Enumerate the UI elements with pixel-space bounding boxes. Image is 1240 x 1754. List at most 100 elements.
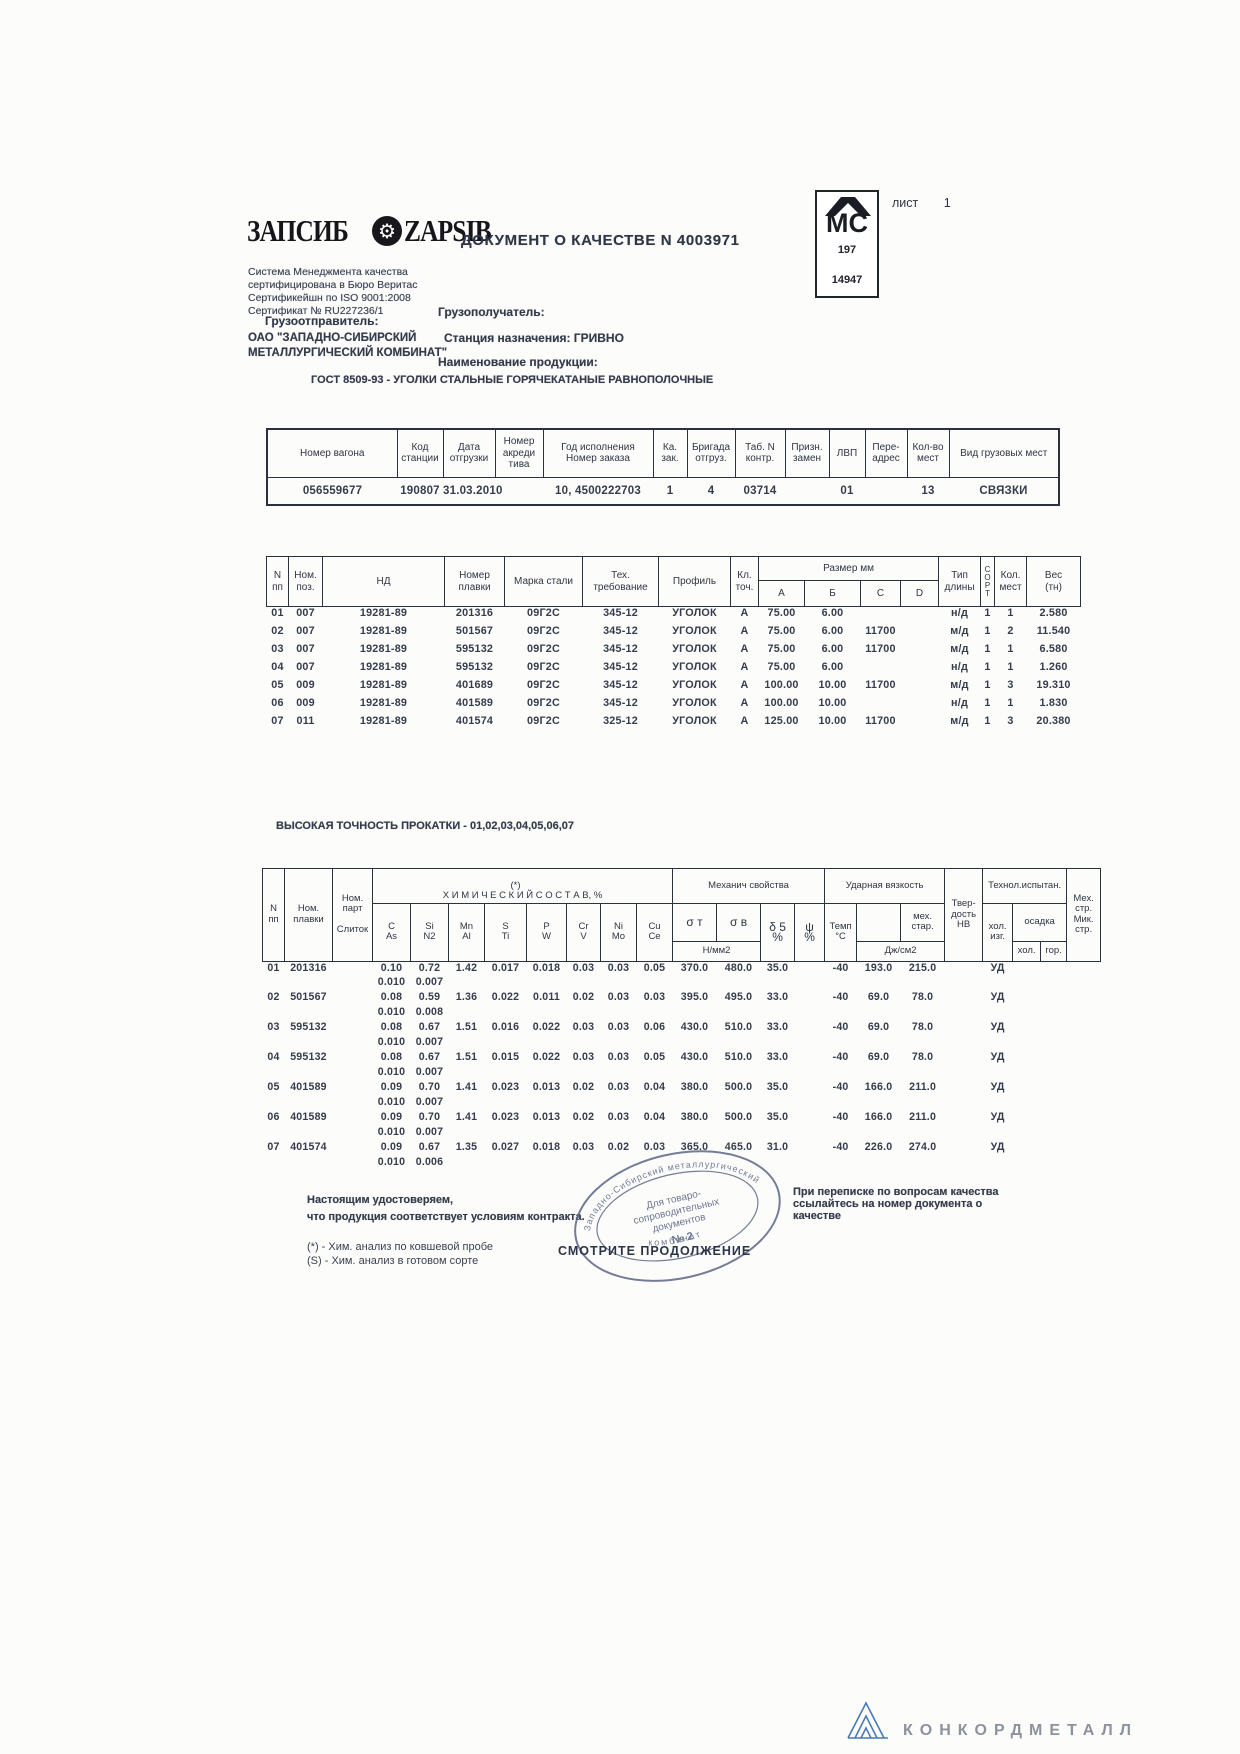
chem-cell [761,976,795,991]
chem-cell: 0.70 [418,1111,441,1123]
chem-cell [1041,1126,1067,1141]
chem-cell [825,1066,857,1081]
sheet-number: 1 [943,196,951,210]
cell: н/д [951,696,969,709]
chem-cell [901,976,945,991]
col-element-si-n2: Si N2 [410,902,449,962]
cell: 345-12 [603,678,638,691]
col-element-cu-ce: Cu Ce [635,902,674,962]
col-letter-of-credit: Номер акреди тива [494,428,544,478]
chem-cell [485,976,527,991]
chem-cell: 595132 [290,1051,327,1063]
chem-cell [717,1036,761,1051]
chem-cell: 33.0 [766,1051,789,1063]
chem-cell: 0.006 [415,1156,444,1168]
cell: УГОЛОК [672,696,717,709]
chem-cell [567,1036,601,1051]
attestation-line2: что продукция соответствует условиям кон… [307,1211,585,1223]
col-chemical-composition: (*) Х И М И Ч Е С К И Й С О С Т А В, % [371,868,674,904]
chem-cell: 78.0 [911,1051,934,1063]
cell [901,643,939,661]
col-substitute: Призн. замен [784,428,830,478]
chem-cell [857,1156,901,1171]
cell: 1 [1007,607,1014,619]
col-size-c: С [860,580,901,607]
correspondence-note: При переписке по вопросам качества ссыла… [793,1186,999,1222]
chem-cell [1067,1066,1101,1081]
cell: УГОЛОК [672,642,717,655]
positions-table-container: N пп Ном. поз. НД Номер плавки Марка ста… [266,556,1082,733]
chem-cell: 401589 [290,1081,327,1093]
cell: 04 [271,660,284,673]
chem-cell: 0.02 [572,1111,595,1123]
chem-row-main: 01 201316 0.10 0.72 1.42 0.017 0.018 0.03 0.03 0.… [263,961,1101,976]
chem-cell [1013,976,1041,991]
cell: 09Г2С [527,624,560,637]
chem-cell [945,1066,983,1081]
chem-cell: УД [990,1081,1005,1093]
chem-cell [285,976,333,991]
chem-cell: 0.09 [380,1111,403,1123]
chem-cell [333,1006,373,1021]
col-element-cr-v: Cr V [566,902,601,962]
col-cold-bend: хол. изг. [982,902,1014,962]
cell: 345-12 [603,607,638,619]
chem-cell: -40 [832,1141,849,1153]
chem-cell: 0.10 [380,961,403,974]
chem-cell [761,1096,795,1111]
stamp-number: № 2 [671,1230,695,1247]
chem-cell: 166.0 [864,1111,893,1123]
cell: 595132 [455,642,494,655]
chem-cell [673,1006,717,1021]
chem-cell: 401589 [290,1111,327,1123]
wagon-table-body: 056559677 190807 31.03.2010 10, 4500222703 1… [267,477,1059,506]
chem-cell: 0.70 [418,1081,441,1093]
chem-cell: 0.08 [380,1051,403,1063]
zapsib-logo: ЗАПСИБ ⚙ ZAPSIB [247,213,510,249]
chem-cell [717,1066,761,1081]
shipper-name-line2: МЕТАЛЛУРГИЧЕСКИЙ КОМБИНАТ" [248,347,448,359]
cell: 13 [907,477,949,506]
positions-table: N пп Ном. поз. НД Номер плавки Марка ста… [266,556,1082,733]
chem-cell [857,1066,901,1081]
chem-cell: 78.0 [911,991,934,1003]
chem-cell: 0.05 [643,1051,666,1063]
cell: 1 [984,678,991,691]
chem-cell [945,1036,983,1051]
chem-cell [527,1156,567,1171]
chem-cell: 0.022 [491,991,520,1003]
cell: 345-12 [603,642,638,655]
col-ship-date: Дата отгрузки [442,428,496,478]
chem-cell [333,1066,373,1081]
col-accuracy-class: Кл. точ. [730,556,759,607]
chem-cell: 0.015 [491,1051,520,1063]
chem-cell [637,1126,673,1141]
cell: 1 [984,696,991,709]
chem-cell [1041,1141,1067,1156]
chem-cell: 0.03 [643,991,666,1003]
cell: 11700 [865,642,896,655]
chem-cell [485,1066,527,1081]
table-row: 05 009 19281-89 401689 09Г2С 345-12 УГОЛОК А 100… [267,679,1081,697]
chem-cell: 0.013 [532,1081,561,1093]
finished-analysis-note: (S) - Хим. анализ в готовом сорте [307,1255,479,1267]
chem-cell: 0.08 [380,1021,403,1033]
chem-cell [637,1006,673,1021]
chem-cell: 510.0 [724,1051,753,1063]
chem-cell: 0.04 [643,1111,666,1123]
chem-cell: 465.0 [724,1141,753,1153]
chem-cell: 0.022 [532,1021,561,1033]
chem-cell [901,1156,945,1171]
chem-cell: 0.08 [380,991,403,1003]
chem-cell: 35.0 [766,961,789,974]
table-row: 056559677 190807 31.03.2010 10, 4500222703 1… [267,477,1059,506]
product-name: ГОСТ 8509-93 - УГОЛКИ СТАЛЬНЫЕ ГОРЯЧЕКАТ… [311,374,714,386]
cell: 1 [984,642,991,655]
chem-cell [1041,1081,1067,1096]
cell: 07 [271,714,284,727]
col-sigma-t: σ т [672,902,718,942]
chem-cell [485,1156,527,1171]
chem-cell [945,1006,983,1021]
chem-cell [1041,1021,1067,1036]
chem-cell [601,976,637,991]
